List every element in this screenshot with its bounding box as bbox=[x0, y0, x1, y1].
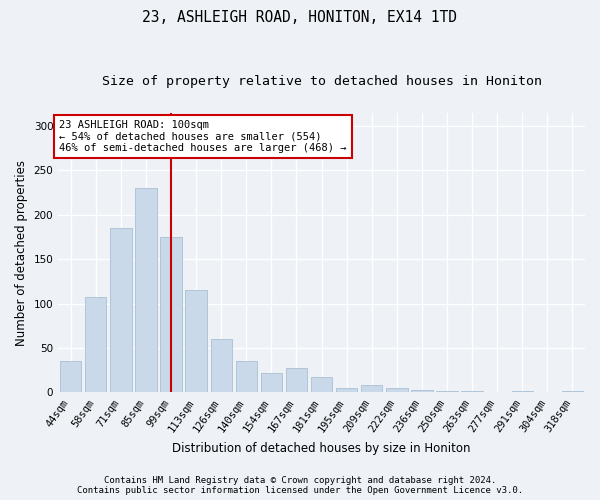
Text: 23 ASHLEIGH ROAD: 100sqm
← 54% of detached houses are smaller (554)
46% of semi-: 23 ASHLEIGH ROAD: 100sqm ← 54% of detach… bbox=[59, 120, 347, 153]
Text: 23, ASHLEIGH ROAD, HONITON, EX14 1TD: 23, ASHLEIGH ROAD, HONITON, EX14 1TD bbox=[143, 10, 458, 25]
Text: Contains HM Land Registry data © Crown copyright and database right 2024.
Contai: Contains HM Land Registry data © Crown c… bbox=[77, 476, 523, 495]
Bar bbox=[185, 290, 207, 392]
Bar bbox=[361, 386, 382, 392]
Bar bbox=[236, 362, 257, 392]
Bar bbox=[436, 390, 458, 392]
Bar bbox=[336, 388, 358, 392]
Bar bbox=[136, 188, 157, 392]
Bar bbox=[386, 388, 407, 392]
Bar bbox=[160, 237, 182, 392]
Bar bbox=[85, 298, 106, 392]
Y-axis label: Number of detached properties: Number of detached properties bbox=[15, 160, 28, 346]
Bar bbox=[411, 390, 433, 392]
X-axis label: Distribution of detached houses by size in Honiton: Distribution of detached houses by size … bbox=[172, 442, 471, 455]
Bar bbox=[311, 378, 332, 392]
Bar bbox=[60, 362, 82, 392]
Bar bbox=[110, 228, 131, 392]
Bar bbox=[562, 390, 583, 392]
Bar bbox=[286, 368, 307, 392]
Bar bbox=[211, 339, 232, 392]
Title: Size of property relative to detached houses in Honiton: Size of property relative to detached ho… bbox=[101, 75, 542, 88]
Bar bbox=[261, 373, 282, 392]
